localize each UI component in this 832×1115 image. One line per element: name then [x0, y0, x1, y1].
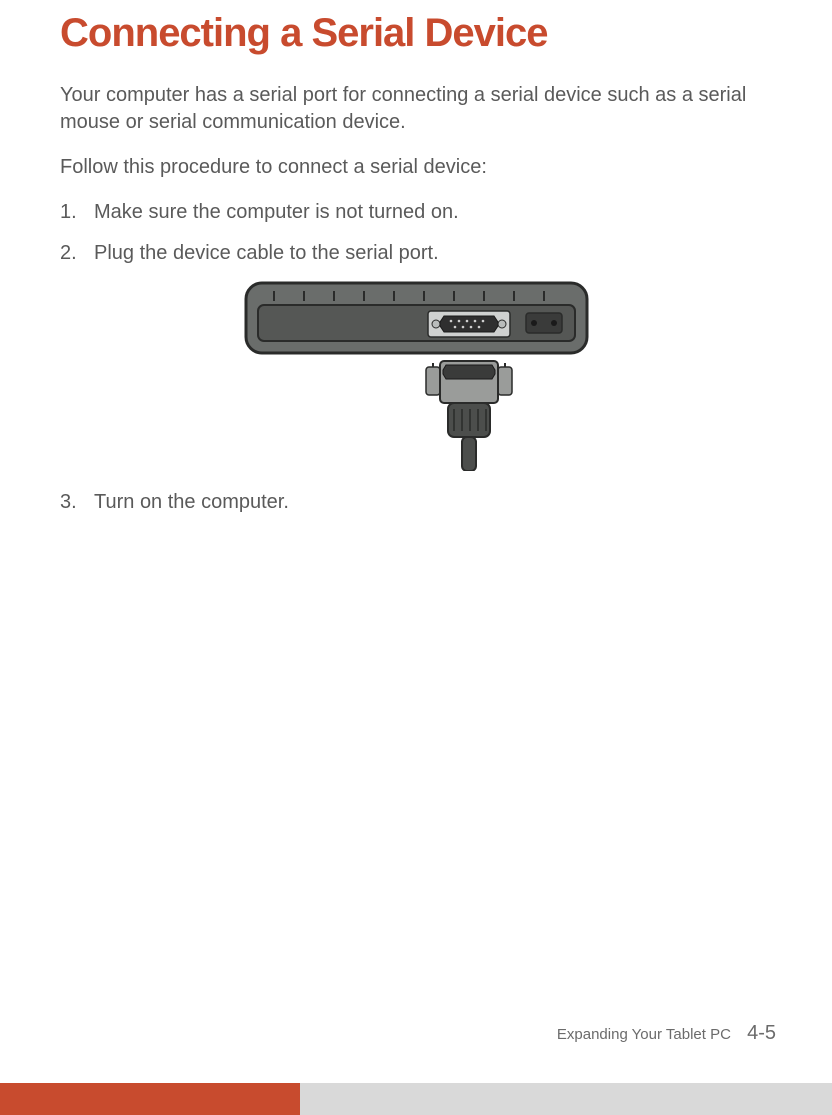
step-1: Make sure the computer is not turned on. [60, 199, 772, 226]
footer-text: Expanding Your Tablet PC 4-5 [557, 1022, 776, 1045]
steps-list-continued: Turn on the computer. [60, 489, 772, 516]
step-2: Plug the device cable to the serial port… [60, 240, 772, 267]
page-heading: Connecting a Serial Device [60, 12, 772, 54]
footer-chapter: Expanding Your Tablet PC [557, 1026, 731, 1043]
intro-paragraph: Your computer has a serial port for conn… [60, 82, 772, 136]
serial-port-illustration [244, 281, 589, 471]
db9-connector-icon [426, 361, 512, 471]
footer-page-number: 4-5 [747, 1022, 776, 1044]
footer-bar-grey [300, 1083, 832, 1115]
device-figure [60, 281, 772, 471]
footer-bar-accent [0, 1083, 300, 1115]
lead-paragraph: Follow this procedure to connect a seria… [60, 154, 772, 181]
steps-list: Make sure the computer is not turned on.… [60, 199, 772, 267]
footer-bars [0, 1083, 832, 1115]
step-3: Turn on the computer. [60, 489, 772, 516]
